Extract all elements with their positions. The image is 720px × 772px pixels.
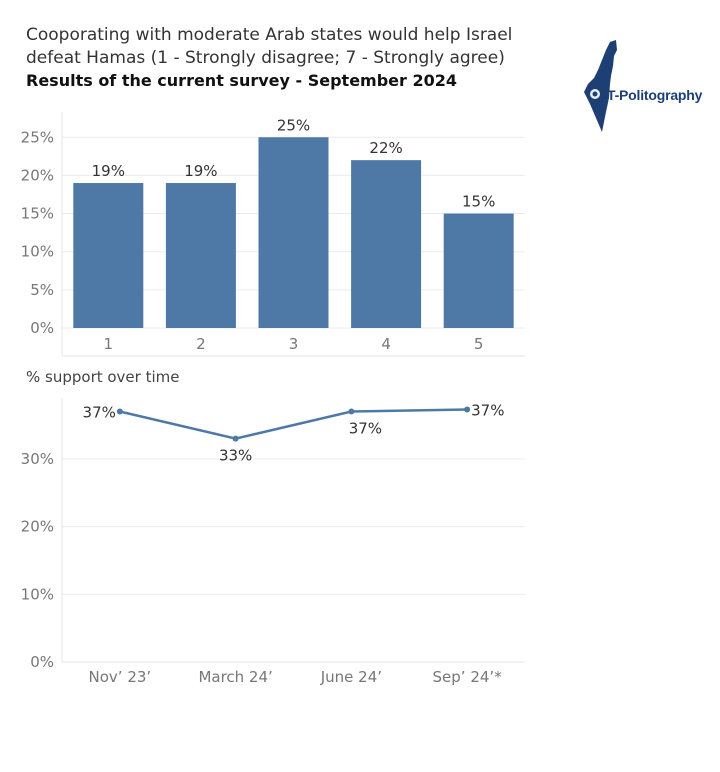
bar-y-tick-label: 10% [21,243,54,261]
chart-subtitle: Results of the current survey - Septembe… [26,71,458,90]
bar-y-tick-label: 0% [30,319,54,337]
bar [351,160,422,328]
chart-title: Cooporating with moderate Arab states wo… [26,25,513,68]
line-y-tick-label: 20% [21,518,54,536]
bar-data-label: 15% [462,193,495,211]
line-point [232,435,239,442]
series-line [119,408,468,440]
bar-y-tick-label: 15% [21,205,54,223]
line-y-tick-label: 30% [21,450,54,468]
line-y-tick-label: 10% [21,585,54,603]
bar-data-label: 25% [277,116,310,134]
bar-x-tick-label: 1 [104,335,114,353]
bar-x-tick-label: 5 [474,335,484,353]
bar-x-tick-label: 4 [381,335,391,353]
line-x-tick-label: March 24’ [198,668,272,686]
line-point [464,406,471,413]
bar [443,213,514,328]
line-x-tick-label: June 24’ [320,668,382,686]
bar [258,137,329,328]
line-point [348,408,355,415]
logo-text: T-Politography [607,87,703,103]
israel-map-icon [584,40,617,132]
line-x-tick-label: Sep’ 24’* [433,668,503,686]
line-data-label: 37% [349,420,382,438]
bar-x-tick-label: 2 [196,335,206,353]
line-y-tick-label: 0% [30,653,54,671]
bar-data-label: 22% [369,139,402,157]
line-data-label: 37% [471,402,504,420]
bar-x-tick-label: 3 [289,335,299,353]
bar-data-label: 19% [92,162,125,180]
bar-y-tick-label: 20% [21,166,54,184]
line-data-label: 37% [83,404,116,422]
bar-y-tick-label: 25% [21,128,54,146]
line-point [116,408,123,415]
line-x-tick-label: Nov’ 23’ [89,668,152,686]
line-data-label: 33% [219,447,252,465]
line-chart-title: % support over time [26,368,180,386]
bar-y-tick-label: 5% [30,281,54,299]
bar [165,183,236,328]
bar-data-label: 19% [184,162,217,180]
bar [73,183,144,328]
